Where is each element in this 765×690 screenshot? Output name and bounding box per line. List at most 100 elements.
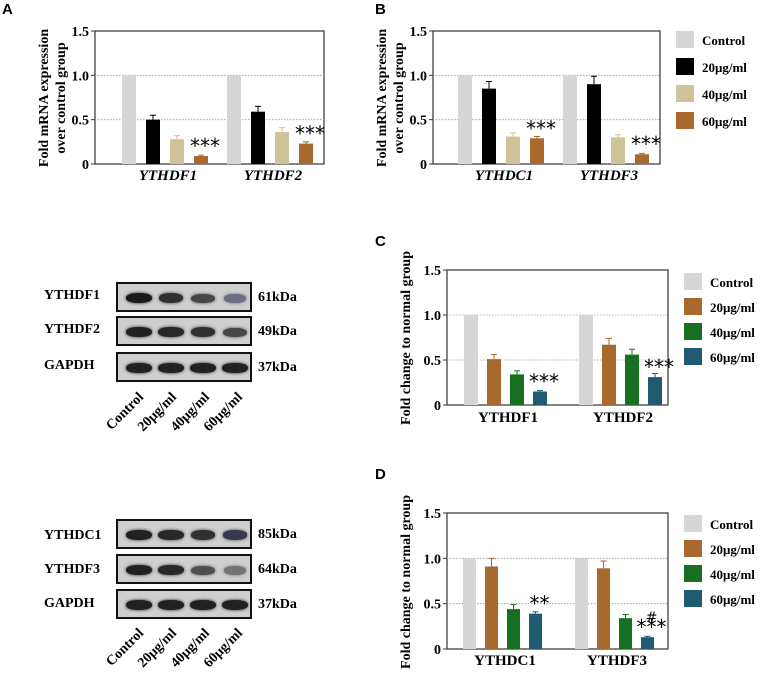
legend-swatch [684, 590, 702, 607]
significance-mark: *** [526, 116, 556, 140]
bar-YTHDF1-Control [464, 315, 478, 405]
blot-band [126, 363, 152, 373]
bar-YTHDF1-40μg/ml [170, 139, 184, 164]
y-tick-label: 1.0 [424, 552, 442, 567]
bar-YTHDF1-60μg/ml [533, 391, 547, 405]
bar-YTHDF2-20μg/ml [602, 344, 616, 405]
bar-YTHDF2-60μg/ml [648, 377, 662, 405]
legend-label: 40μg/ml [710, 325, 755, 340]
y-tick-label: 0 [434, 643, 441, 658]
bar-YTHDC1-40μg/ml [506, 136, 520, 164]
blot-band [190, 600, 216, 610]
significance-mark: *** [631, 132, 661, 156]
legend-label: 40μg/ml [710, 567, 755, 582]
significance-mark: *** [637, 615, 667, 639]
bar-YTHDF3-20μg/ml [587, 84, 601, 164]
plot-frame [432, 30, 661, 165]
legend-label: 20μg/ml [710, 542, 755, 557]
category-label: YTHDF3 [587, 653, 647, 669]
blot-row-label: GAPDH [44, 358, 95, 373]
blot-row [116, 352, 252, 382]
y-tick-label: 0.5 [424, 354, 442, 369]
legend-label: Control [702, 33, 745, 48]
category-label: YTHDF3 [580, 168, 639, 184]
blot-band [158, 363, 184, 373]
blot-band [158, 565, 184, 575]
panel-letter: C [375, 233, 386, 250]
blot-kda-label: 37kDa [258, 360, 297, 375]
legend-swatch [684, 515, 702, 532]
bar-YTHDF2-40μg/ml [275, 132, 289, 164]
bar-YTHDF2-20μg/ml [251, 111, 265, 164]
blot-row [116, 554, 252, 584]
y-tick-label: 0.5 [424, 598, 442, 613]
bar-YTHDF3-60μg/ml [641, 637, 654, 649]
blot-band [222, 600, 248, 610]
blot-band [126, 530, 152, 540]
blot-band [222, 530, 248, 540]
blot-band [158, 293, 184, 303]
blot-kda-label: 49kDa [258, 324, 297, 339]
bar-YTHDC1-20μg/ml [482, 88, 496, 164]
category-label: YTHDF2 [593, 410, 653, 426]
bar-YTHDF1-20μg/ml [487, 359, 501, 405]
y-tick-label: 0 [420, 158, 427, 173]
bar-YTHDF2-60μg/ml [299, 143, 313, 164]
legend-label: 20μg/ml [710, 300, 755, 315]
bar-YTHDC1-60μg/ml [529, 613, 542, 649]
significance-mark: *** [295, 122, 325, 146]
blot-band [158, 327, 184, 337]
legend-label: Control [710, 517, 753, 532]
legend-label: 60μg/ml [710, 592, 755, 607]
y-tick-label: 1.5 [424, 264, 442, 279]
blot-band [190, 530, 216, 540]
blot-row [116, 519, 252, 549]
blot-row-label: YTHDF2 [44, 322, 100, 337]
blot-kda-label: 61kDa [258, 290, 297, 305]
y-tick-label: 1.5 [410, 25, 428, 40]
blot-kda-label: 85kDa [258, 527, 297, 542]
blot-band [158, 530, 184, 540]
legend-swatch [684, 273, 702, 290]
legend-swatch [684, 298, 702, 315]
bar-YTHDF3-60μg/ml [635, 154, 649, 164]
plot-frame [446, 512, 669, 650]
blot-row [116, 282, 252, 312]
legend-swatch [676, 31, 694, 48]
category-label: YTHDF1 [478, 410, 538, 426]
bar-YTHDF2-40μg/ml [625, 354, 639, 405]
bar-YTHDF3-Control [563, 75, 577, 164]
legend-swatch [684, 540, 702, 557]
bar-YTHDF3-20μg/ml [597, 568, 610, 649]
panel-letter: A [2, 1, 13, 18]
bar-YTHDF1-60μg/ml [194, 156, 208, 164]
y-tick-label: 1.0 [72, 69, 90, 84]
bar-YTHDF1-20μg/ml [146, 119, 160, 164]
blot-row [116, 316, 252, 346]
blot-band [126, 565, 152, 575]
y-tick-label: 1.5 [424, 507, 442, 522]
bar-YTHDC1-60μg/ml [530, 138, 544, 164]
significance-mark: ** [530, 592, 550, 616]
legend-label: 60μg/ml [702, 114, 747, 129]
blot-band [224, 294, 246, 303]
panel-letter: B [375, 1, 386, 18]
blot-band [126, 600, 152, 610]
legend-label: Control [710, 275, 753, 290]
bar-YTHDF1-Control [122, 75, 136, 164]
y-axis-label: Fold change to normal group [399, 495, 414, 669]
bar-YTHDC1-40μg/ml [507, 609, 520, 649]
blot-band [224, 566, 246, 575]
bar-YTHDC1-20μg/ml [485, 566, 498, 649]
blot-band [190, 363, 216, 373]
blot-band [126, 327, 152, 337]
blot-row-label: YTHDF3 [44, 562, 100, 577]
plot-frame [94, 30, 325, 165]
y-tick-label: 0 [82, 158, 89, 173]
bar-YTHDC1-Control [458, 75, 472, 164]
blot-row-label: YTHDC1 [44, 528, 102, 543]
blot-kda-label: 64kDa [258, 562, 297, 577]
legend-label: 60μg/ml [710, 350, 755, 365]
